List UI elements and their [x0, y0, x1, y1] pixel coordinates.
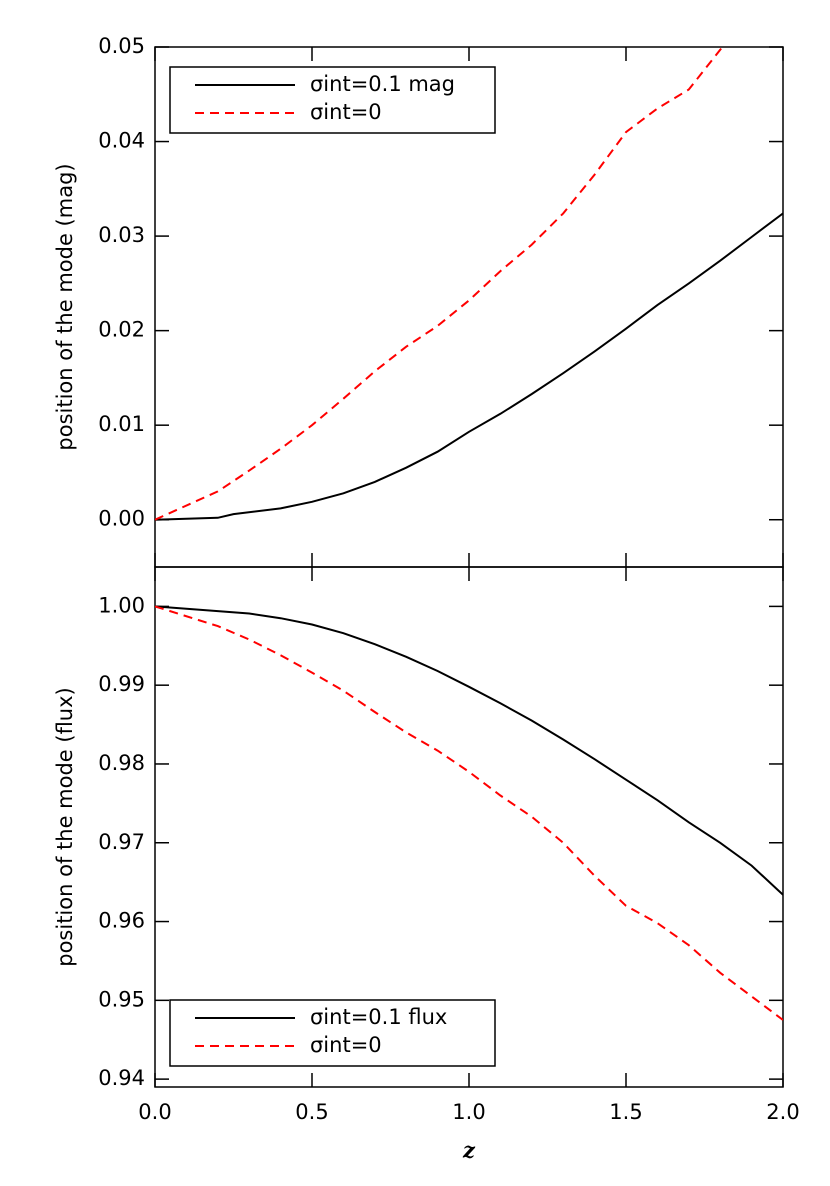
y-tick-label: 0.94: [98, 1066, 145, 1090]
y-tick-label: 0.99: [98, 672, 145, 696]
x-axis-label: z: [462, 1138, 476, 1163]
y-tick-label: 0.03: [98, 223, 145, 247]
x-tick-label: 1.5: [609, 1100, 642, 1124]
x-tick-label: 1.0: [452, 1100, 485, 1124]
y-tick-label: 0.95: [98, 987, 145, 1011]
y-tick-label: 0.98: [98, 751, 145, 775]
y-axis-label: position of the mode (mag): [53, 163, 77, 450]
plot-area: [155, 605, 783, 1021]
y-tick-label: 0.05: [98, 34, 145, 58]
x-tick-label: 0.0: [138, 1100, 171, 1124]
y-tick-label: 0.00: [98, 507, 145, 531]
y-tick-label: 0.96: [98, 909, 145, 933]
y-tick-label: 0.02: [98, 318, 145, 342]
legend-label: σint=0.1 mag: [310, 72, 455, 96]
series-line: [155, 605, 783, 1021]
series-line: [155, 605, 783, 896]
y-axis-label: position of the mode (flux): [53, 687, 77, 967]
y-tick-label: 0.01: [98, 412, 145, 436]
legend-label: σint=0: [310, 1033, 382, 1057]
legend-box: [169, 66, 496, 134]
legend-box: [169, 999, 496, 1067]
y-tick-label: 1.00: [98, 593, 145, 617]
plot-area: [155, 47, 783, 521]
x-tick-label: 0.5: [295, 1100, 328, 1124]
x-tick-label: 2.0: [766, 1100, 799, 1124]
y-tick-label: 0.04: [98, 129, 145, 153]
y-tick-label: 0.97: [98, 830, 145, 854]
legend-label: σint=0.1 flux: [310, 1005, 447, 1029]
series-line: [155, 212, 783, 521]
legend-label: σint=0: [310, 100, 382, 124]
